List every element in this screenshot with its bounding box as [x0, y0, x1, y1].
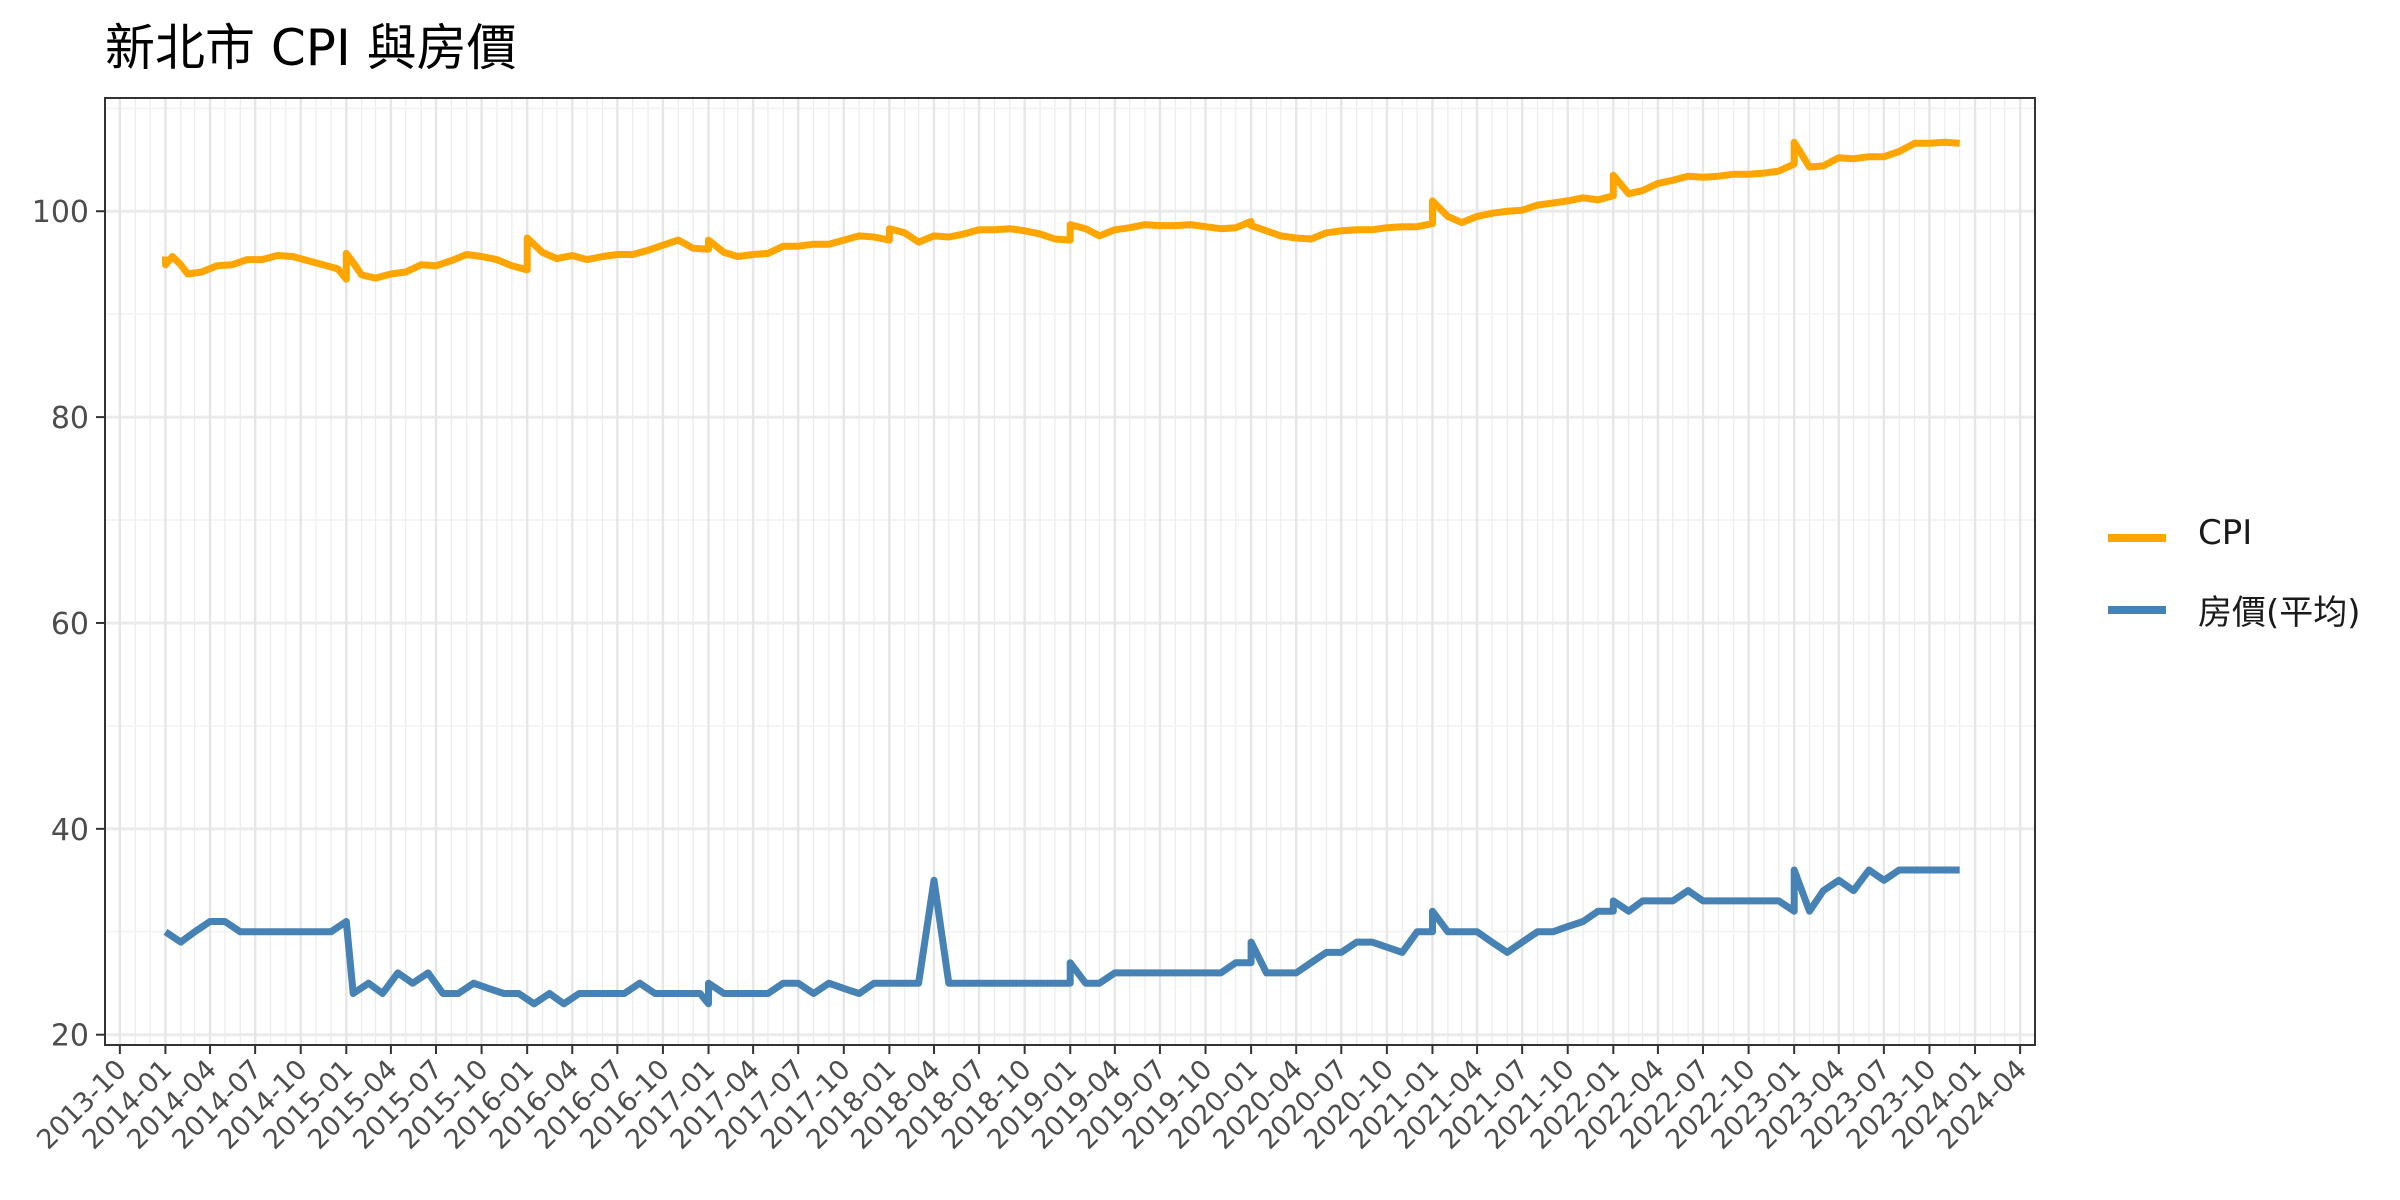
y-tick-label: 20 [51, 1019, 89, 1054]
y-tick-label: 100 [32, 195, 89, 230]
y-tick-label: 80 [51, 401, 89, 436]
y-tick-label: 60 [51, 607, 89, 642]
y-tick-label: 40 [51, 813, 89, 848]
legend-swatch-house-price [2108, 606, 2166, 614]
y-axis: 20 40 60 80 100 [32, 195, 105, 1054]
legend-swatch-cpi [2108, 534, 2166, 542]
legend-label-house-price: 房價(平均) [2198, 593, 2361, 633]
series-lines [162, 138, 1960, 1008]
series-line-house-price [163, 866, 1960, 1008]
major-vertical-gridlines [118, 98, 2022, 1045]
legend-label-cpi: CPI [2198, 513, 2253, 553]
chart-title: 新北市 CPI 與房價 [105, 19, 517, 77]
series-line-cpi [162, 138, 1960, 283]
x-axis: 2013-102014-012014-042014-072014-102015-… [31, 1045, 2033, 1156]
